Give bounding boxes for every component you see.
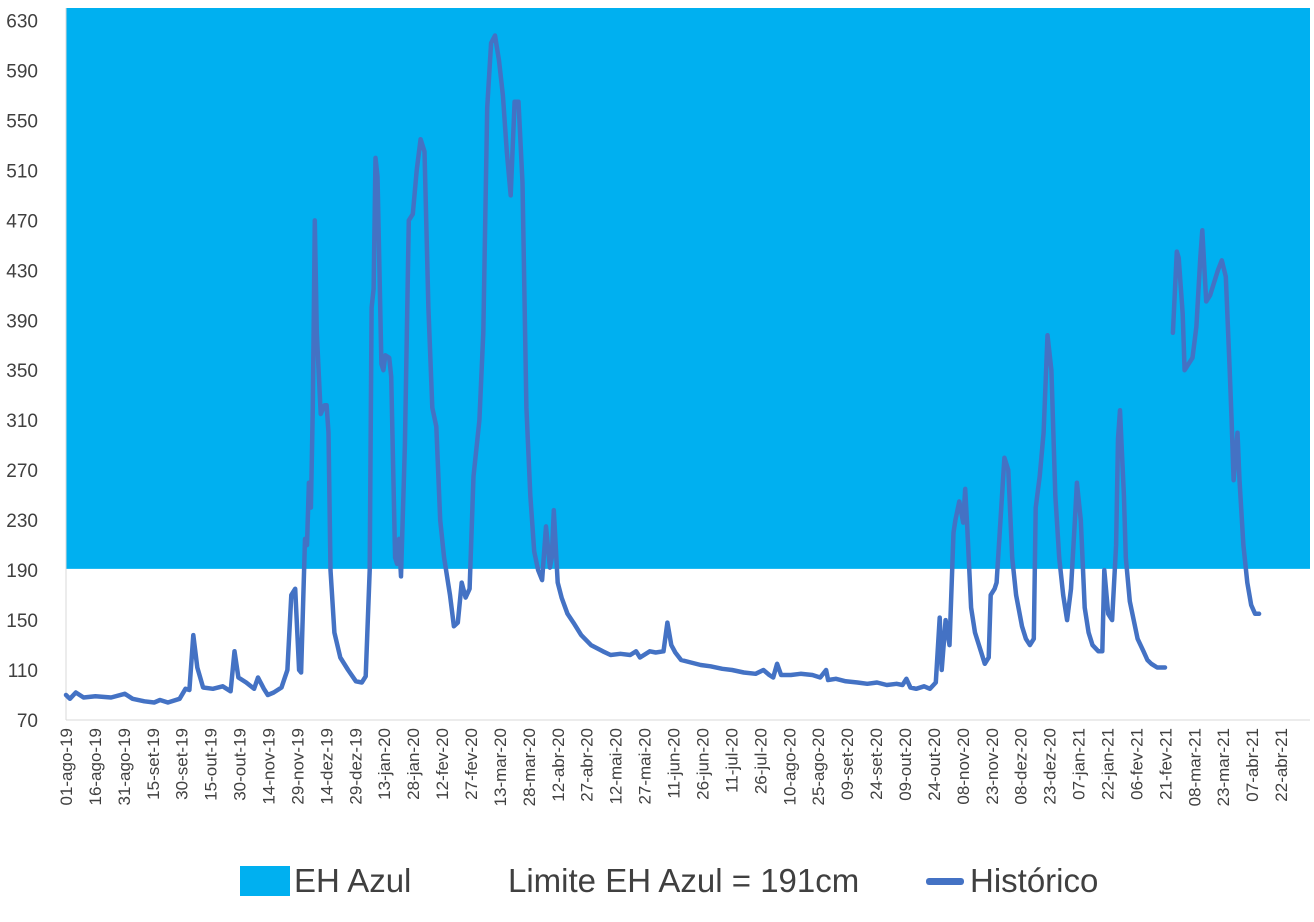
x-tick-label: 01-ago-19 [57,728,76,806]
x-tick-label: 25-ago-20 [809,728,828,806]
legend-item-line: Histórico [926,862,1098,900]
chart-svg: 70 110 150 190 230 270 310 350 390 430 470 510 550 59… [6,8,1310,806]
x-tick-label: 10-ago-20 [780,728,799,806]
y-tick-label: 630 [6,11,38,32]
x-tick-label: 21-fev-21 [1156,728,1175,800]
x-tick-label: 12-fev-20 [433,728,452,800]
x-tick-label: 22-abr-21 [1272,728,1291,802]
x-tick-label: 31-ago-19 [115,728,134,806]
x-tick-label: 23-mar-21 [1214,728,1233,806]
x-tick-label: 14-nov-19 [260,728,279,805]
x-tick-label: 23-dez-20 [1041,728,1060,805]
y-tick-label: 390 [6,311,38,332]
y-tick-label: 470 [6,211,38,232]
y-tick-label: 270 [6,461,38,482]
x-tick-label: 12-mai-20 [607,728,626,805]
x-tick-label: 14-dez-19 [317,728,336,805]
legend-item-area: EH Azul [240,862,411,900]
x-tick-label: 24-set-20 [867,728,886,800]
y-tick-label: 550 [6,111,38,132]
x-tick-label: 11-jun-20 [665,728,684,799]
x-tick-label: 29-dez-19 [346,728,365,805]
x-tick-label: 13-jan-20 [375,728,394,800]
legend-swatch-line [926,877,964,885]
legend-label-area: EH Azul [294,862,412,899]
y-tick-label: 430 [6,261,38,282]
y-tick-label: 230 [6,511,38,532]
x-tick-label: 23-nov-20 [983,728,1002,805]
x-tick-label: 27-mai-20 [636,728,655,805]
y-tick-label: 150 [6,611,38,632]
y-tick-label: 310 [6,411,38,432]
legend-label-limit: Limite EH Azul = 191cm [508,862,860,899]
x-tick-label: 27-abr-20 [578,728,597,802]
x-tick-label: 13-mar-20 [491,728,510,806]
x-tick-label: 28-mar-20 [520,728,539,806]
x-tick-label: 26-jul-20 [751,728,770,794]
x-tick-label: 06-fev-21 [1127,728,1146,800]
y-tick-label: 350 [6,361,38,382]
x-tick-label: 11-jul-20 [722,728,741,793]
x-tick-label: 09-set-20 [838,728,857,800]
legend-label-line: Histórico [970,862,1099,899]
y-tick-label: 590 [6,61,38,82]
x-axis: 01-ago-19 16-ago-19 31-ago-19 15-set-19 30-s… [57,719,1310,806]
x-tick-label: 07-jan-21 [1070,728,1089,800]
legend-swatch-area [240,866,290,896]
x-tick-label: 30-set-19 [173,728,192,800]
y-tick-label: 190 [6,561,38,582]
x-tick-label: 27-fev-20 [462,728,481,800]
x-tick-label: 15-out-19 [202,728,221,801]
x-tick-label: 08-mar-21 [1185,728,1204,806]
y-axis: 70 110 150 190 230 270 310 350 390 430 470 510 550 59… [6,8,67,732]
y-tick-label: 110 [8,661,38,682]
legend-item-limit: Limite EH Azul = 191cm [508,862,859,900]
y-tick-label: 70 [17,711,38,732]
x-tick-label: 30-out-19 [231,728,250,801]
x-tick-label: 15-set-19 [144,728,163,800]
x-tick-label: 29-nov-19 [288,728,307,805]
series-line-segment [1170,228,1262,617]
x-tick-label: 12-abr-20 [549,728,568,802]
x-tick-label: 26-jun-20 [693,728,712,800]
y-tick-label: 510 [6,161,38,182]
x-tick-label: 08-nov-20 [954,728,973,805]
x-tick-label: 09-out-20 [896,728,915,801]
x-tick-label: 08-dez-20 [1012,728,1031,805]
x-tick-label: 22-jan-21 [1098,728,1117,800]
series-line-segment [63,33,1168,705]
x-tick-label: 16-ago-19 [86,728,105,806]
x-tick-label: 28-jan-20 [404,728,423,800]
x-tick-label: 24-out-20 [925,728,944,801]
series-historico [63,33,1262,705]
legend: EH Azul Limite EH Azul = 191cm Histórico [0,862,1314,922]
x-tick-label: 07-abr-21 [1243,728,1262,802]
threshold-area [66,8,1310,569]
